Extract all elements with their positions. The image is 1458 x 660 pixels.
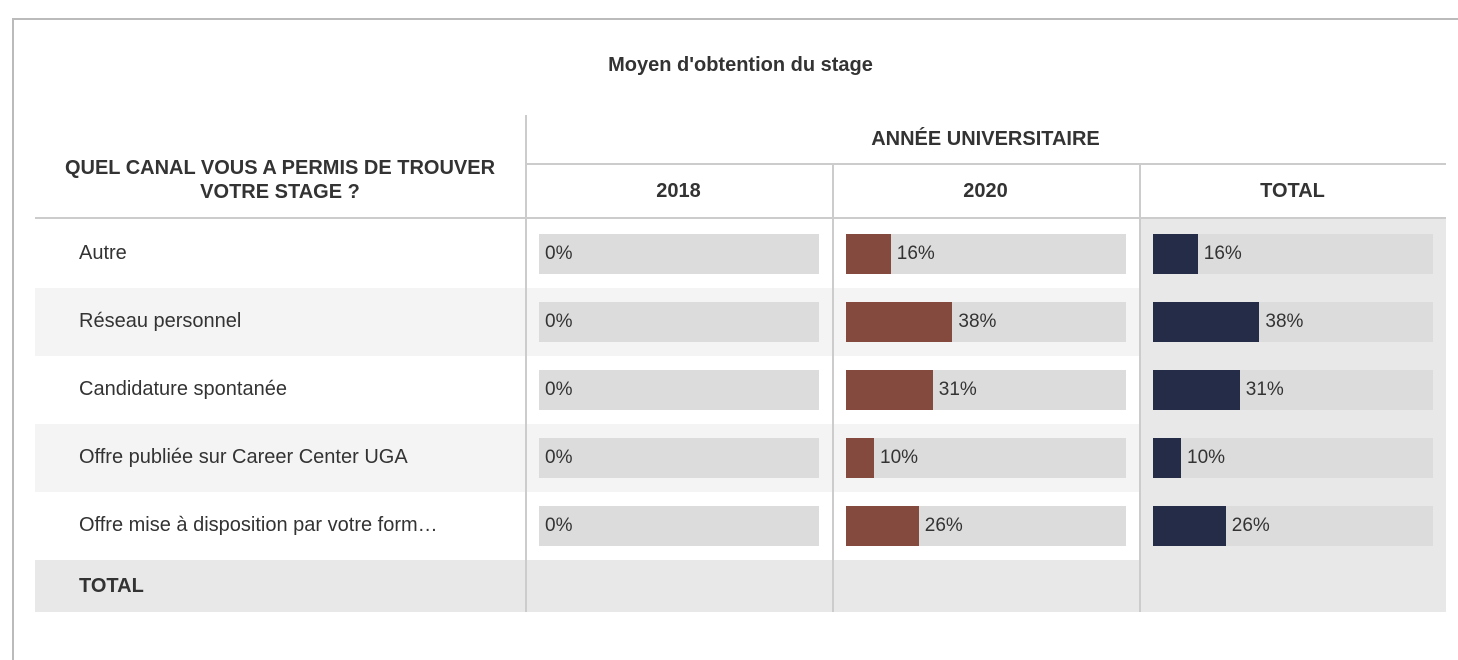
title: Moyen d'obtention du stage <box>608 53 873 76</box>
row-header: QUEL CANAL VOUS A PERMIS DE TROUVER VOTR… <box>64 157 496 203</box>
row-label: Autre <box>79 241 127 264</box>
row-label: Réseau personnel <box>79 309 242 332</box>
bar <box>846 302 953 342</box>
bar-track <box>846 234 1126 274</box>
row-label: Candidature spontanée <box>79 377 287 400</box>
header-line <box>525 163 1446 165</box>
value-label: 0% <box>545 243 573 264</box>
row-label: Offre publiée sur Career Center UGA <box>79 445 408 468</box>
value-label: 0% <box>545 311 573 332</box>
bar <box>1153 506 1226 546</box>
row-label: Offre mise à disposition par votre form… <box>79 513 438 536</box>
bar-track <box>539 506 819 546</box>
bar <box>1153 370 1240 410</box>
divider <box>832 165 834 612</box>
bar-track <box>539 234 819 274</box>
value-label: 10% <box>880 447 919 468</box>
bar <box>846 438 874 478</box>
bar <box>846 506 919 546</box>
bar-track <box>539 370 819 410</box>
bar <box>1153 302 1260 342</box>
bar-track <box>539 302 819 342</box>
value-label: 16% <box>1203 243 1242 264</box>
value-label: 38% <box>1265 311 1304 332</box>
bar-track <box>1153 234 1433 274</box>
divider <box>525 115 527 612</box>
bar <box>846 370 933 410</box>
value-label: 38% <box>958 311 997 332</box>
value-label: 16% <box>896 243 935 264</box>
column-header: TOTAL <box>1260 179 1325 202</box>
value-label: 26% <box>924 515 963 536</box>
header-line <box>35 217 1446 219</box>
value-label: 31% <box>1245 379 1284 400</box>
column-group: ANNÉE UNIVERSITAIRE <box>871 127 1100 150</box>
total-label: TOTAL <box>79 574 144 597</box>
value-label: 31% <box>938 379 977 400</box>
bar-track <box>846 438 1126 478</box>
bar <box>846 234 891 274</box>
total-col-bg <box>1139 218 1446 612</box>
value-label: 0% <box>545 447 573 468</box>
bar-track <box>1153 438 1433 478</box>
bar-track <box>539 438 819 478</box>
frame <box>12 18 1458 660</box>
value-label: 0% <box>545 379 573 400</box>
bar <box>1153 438 1181 478</box>
value-label: 10% <box>1187 447 1226 468</box>
value-label: 26% <box>1231 515 1270 536</box>
divider <box>1139 165 1141 612</box>
column-header: 2018 <box>656 179 701 202</box>
bar <box>1153 234 1198 274</box>
value-label: 0% <box>545 515 573 536</box>
column-header: 2020 <box>963 179 1008 202</box>
